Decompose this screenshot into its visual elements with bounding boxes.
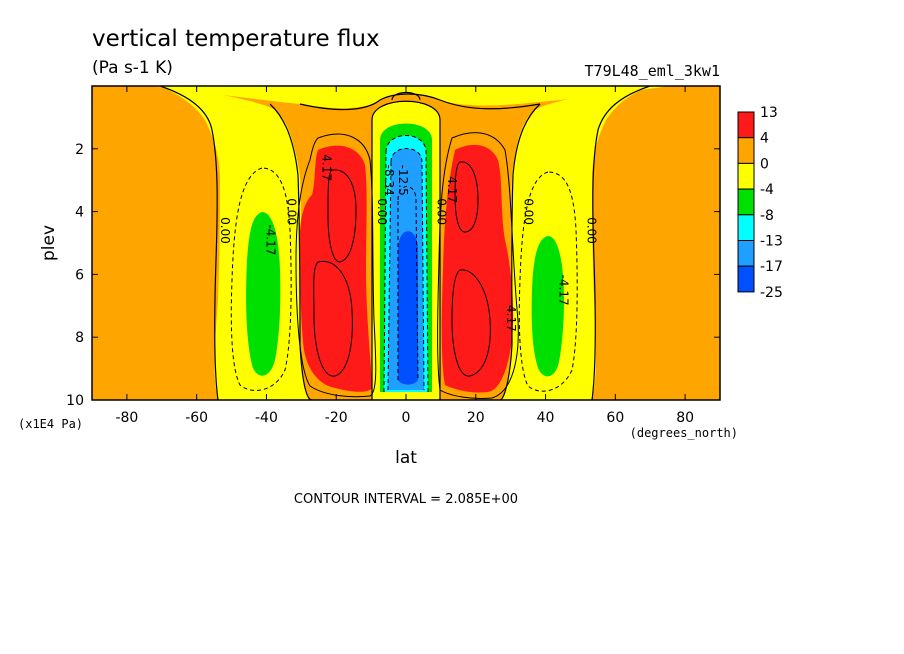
contour-equatorial-dashed-inner <box>387 148 425 391</box>
x-tick-label: 80 <box>676 410 694 426</box>
colorbar-label: 0 <box>760 156 769 172</box>
y-axis-units: (x1E4 Pa) <box>18 417 83 431</box>
contour-zero-northern <box>591 86 651 400</box>
region-equatorial-darkblue <box>398 231 418 385</box>
colorbar-label: 13 <box>760 105 778 121</box>
contour-label-layer: 0.000.00-4.174.170.00-8.34 -12.50.004.170… <box>218 154 598 331</box>
colorbar-swatch <box>737 188 755 216</box>
colorbar-swatch <box>737 214 755 242</box>
contour-top-bump <box>391 91 421 101</box>
y-tick-label: 10 <box>66 393 84 409</box>
colorbar-swatch <box>737 240 755 267</box>
contour-pos4-northern <box>437 132 519 399</box>
contour-label: 0.00 <box>522 198 536 225</box>
contour-zero-north-inner <box>499 103 541 400</box>
region-southern-green <box>246 212 281 376</box>
x-axis-ticks: -80 -60 -40 -20 0 20 40 60 80 <box>115 86 694 426</box>
colorbar: 13 4 0 -4 -8 -13 -17 -25 <box>737 105 783 301</box>
x-tick-label: -20 <box>325 410 348 426</box>
y-tick-label: 4 <box>75 205 84 221</box>
contour-lines <box>159 86 651 400</box>
x-tick-label: 20 <box>467 410 485 426</box>
colorbar-swatch <box>737 137 755 164</box>
experiment-label: T79L48_eml_3kw1 <box>585 62 720 80</box>
colorbar-swatch <box>737 162 755 190</box>
x-axis-label: lat <box>395 448 417 468</box>
x-tick-label: 40 <box>537 410 555 426</box>
region-northern-red <box>441 144 514 393</box>
colorbar-swatch <box>737 111 755 139</box>
contour-zero-top <box>299 93 541 111</box>
contour-label: 0.00 <box>375 198 389 225</box>
contour-inner-southern-red-low <box>313 260 353 377</box>
contour-neg4-southern <box>230 167 292 391</box>
y-axis-ticks: 2 4 6 8 10 <box>66 142 720 409</box>
y-axis-label: plev <box>39 225 59 261</box>
x-tick-label: -80 <box>115 410 138 426</box>
contour-inner-northern-red <box>454 161 479 233</box>
x-axis-units: (degrees_north) <box>630 426 738 440</box>
contour-interval-note: CONTOUR INTERVAL = 2.085E+00 <box>294 492 518 507</box>
colorbar-label: -25 <box>760 285 783 301</box>
x-tick-label: -60 <box>185 410 208 426</box>
contour-label: 0.00 <box>218 217 232 244</box>
region-top-band <box>150 86 670 109</box>
contour-neg4-northern <box>518 171 578 392</box>
contour-label: 0.00 <box>584 217 598 244</box>
x-tick-label: 0 <box>402 410 411 426</box>
contour-label: 0.00 <box>434 198 448 225</box>
colorbar-label: -8 <box>760 208 774 224</box>
contour-equatorial-outline <box>371 100 441 400</box>
contour-inner-southern-red <box>327 169 357 263</box>
contour-label: 4.17 <box>445 176 459 203</box>
x-tick-label: 60 <box>606 410 624 426</box>
contour-label: -12.5 <box>396 165 410 196</box>
y-tick-label: 8 <box>75 330 84 346</box>
contour-equatorial-dashed <box>383 135 429 393</box>
region-southern-red <box>300 145 372 392</box>
colorbar-label: 4 <box>760 131 769 147</box>
region-northern-green <box>531 236 564 377</box>
contour-equatorial-dashed-core <box>397 186 419 381</box>
contour-label: -8.34 <box>382 165 396 196</box>
colorbar-swatch <box>737 265 755 293</box>
contour-label: -4.17 <box>557 275 571 306</box>
contour-label: 4.17 <box>504 305 518 332</box>
contour-label: -4.17 <box>263 224 277 255</box>
x-tick-label: -40 <box>255 410 278 426</box>
colorbar-label: -13 <box>760 234 783 250</box>
contour-zero-south-inner <box>269 103 313 400</box>
y-tick-label: 6 <box>75 267 84 283</box>
contour-label: 4.17 <box>319 154 333 181</box>
chart-title: vertical temperature flux <box>92 26 380 52</box>
colorbar-label: -4 <box>760 182 774 198</box>
contour-zero-southern <box>159 86 219 400</box>
contour-inner-northern-red-low <box>451 269 491 377</box>
contour-label: 0.00 <box>284 198 298 225</box>
colorbar-label: -17 <box>760 259 783 275</box>
y-tick-label: 2 <box>75 142 84 158</box>
chart-units: (Pa s-1 K) <box>92 58 173 78</box>
contour-field: 0.000.00-4.174.170.00-8.34 -12.50.004.170… <box>92 86 720 400</box>
